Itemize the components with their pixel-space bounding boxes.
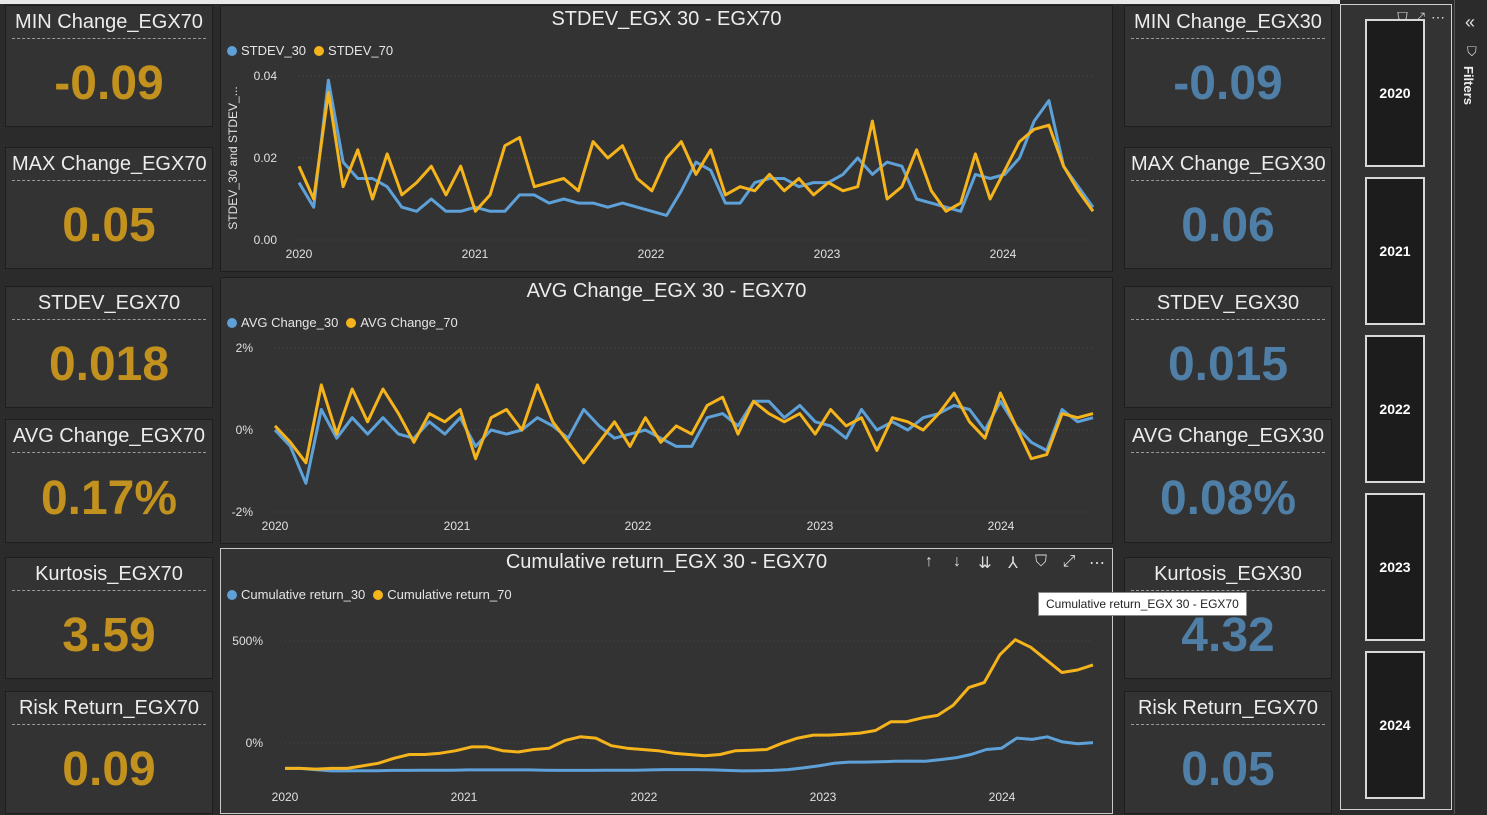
filters-pane[interactable]: « ⛉ Filters — [1454, 0, 1487, 814]
x-tick-label: 2021 — [444, 519, 471, 533]
kpi-card-max-change-egx30[interactable]: MAX Change_EGX30 0.06 — [1124, 147, 1332, 269]
x-tick-label: 2024 — [988, 519, 1015, 533]
kpi-label: Risk Return_EGX70 — [12, 694, 206, 725]
kpi-value: 0.08% — [1125, 454, 1331, 542]
series-line-stdev-70 — [299, 92, 1093, 211]
kpi-label: Kurtosis_EGX30 — [1131, 560, 1325, 591]
kpi-card-kurtosis-egx70[interactable]: Kurtosis_EGX70 3.59 — [5, 557, 213, 679]
cumulative-return-chart-plot: 0% 500% 2020 2021 2022 2023 2024 — [221, 549, 1114, 815]
slicer-item-2024[interactable]: 2024 — [1365, 651, 1425, 799]
kpi-value: 0.05 — [6, 182, 212, 268]
kpi-label: AVG Change_EGX70 — [12, 422, 206, 453]
series-line-avg-change-70 — [275, 385, 1093, 463]
y-tick-label: 0% — [236, 423, 254, 437]
x-tick-label: 2024 — [989, 790, 1016, 804]
kpi-card-risk-return-egx30[interactable]: Risk Return_EGX70 0.05 — [1124, 691, 1332, 814]
kpi-value: 0.09 — [6, 726, 212, 813]
x-tick-label: 2022 — [631, 790, 658, 804]
kpi-card-stdev-egx70[interactable]: STDEV_EGX70 0.018 — [5, 286, 213, 408]
avg-change-chart-plot: 2% 0% -2% 2020 2021 2022 2023 2024 — [221, 278, 1114, 545]
kpi-label: STDEV_EGX30 — [1131, 289, 1325, 320]
slicer-item-2021[interactable]: 2021 — [1365, 177, 1425, 325]
series-line-stdev-30 — [299, 80, 1093, 215]
slicer-item-2023[interactable]: 2023 — [1365, 493, 1425, 641]
filter-icon: ⛉ — [1467, 44, 1477, 60]
kpi-card-min-change-egx30[interactable]: MIN Change_EGX30 -0.09 — [1124, 5, 1332, 127]
kpi-card-avg-change-egx70[interactable]: AVG Change_EGX70 0.17% — [5, 419, 213, 543]
x-tick-label: 2023 — [814, 247, 841, 261]
kpi-card-stdev-egx30[interactable]: STDEV_EGX30 0.015 — [1124, 286, 1332, 408]
x-tick-label: 2020 — [286, 247, 313, 261]
y-tick-label: 0.04 — [254, 69, 278, 83]
kpi-value: 0.015 — [1125, 321, 1331, 407]
stdev-line-chart[interactable]: STDEV_EGX 30 - EGX70 STDEV_30 STDEV_70 0… — [220, 5, 1113, 272]
y-axis-label: STDEV_30 and STDEV_... — [226, 86, 240, 229]
x-tick-label: 2021 — [462, 247, 489, 261]
y-tick-label: 2% — [236, 341, 254, 355]
kpi-label: STDEV_EGX70 — [12, 289, 206, 320]
y-tick-label: 0% — [246, 736, 264, 750]
series-line-cumulative-return-70 — [285, 640, 1093, 769]
year-slicer[interactable]: ⛉ ⤢ ⋯ 2020 2021 2022 2023 2024 — [1340, 4, 1452, 810]
kpi-label: MIN Change_EGX70 — [12, 8, 206, 39]
kpi-label: MAX Change_EGX70 — [12, 150, 206, 181]
expand-chevron-icon[interactable]: « — [1465, 12, 1475, 33]
slicer-item-2022[interactable]: 2022 — [1365, 335, 1425, 483]
kpi-card-min-change-egx70[interactable]: MIN Change_EGX70 -0.09 — [5, 5, 213, 127]
y-tick-label: 0.02 — [254, 151, 278, 165]
kpi-card-kurtosis-egx30[interactable]: Kurtosis_EGX30 4.32 — [1124, 557, 1332, 679]
kpi-card-risk-return-egx70[interactable]: Risk Return_EGX70 0.09 — [5, 691, 213, 814]
kpi-card-avg-change-egx30[interactable]: AVG Change_EGX30 0.08% — [1124, 419, 1332, 543]
x-tick-label: 2023 — [810, 790, 837, 804]
filters-label: Filters — [1461, 66, 1476, 105]
kpi-label: MIN Change_EGX30 — [1131, 8, 1325, 39]
kpi-value: 0.05 — [1125, 726, 1331, 813]
kpi-value: 0.17% — [6, 454, 212, 542]
kpi-label: AVG Change_EGX30 — [1131, 422, 1325, 453]
kpi-value: -0.09 — [6, 40, 212, 126]
cumulative-return-line-chart[interactable]: Cumulative return_EGX 30 - EGX70 ↑ ↓ ⇊ ⅄… — [220, 548, 1113, 814]
chart-tooltip: Cumulative return_EGX 30 - EGX70 — [1038, 592, 1247, 616]
x-tick-label: 2020 — [262, 519, 289, 533]
stdev-chart-plot: 0.00 0.02 0.04 2020 2021 2022 2023 2024 STDEV_30… — [221, 6, 1114, 273]
avg-change-line-chart[interactable]: AVG Change_EGX 30 - EGX70 AVG Change_30 … — [220, 277, 1113, 544]
kpi-label: Risk Return_EGX70 — [1131, 694, 1325, 725]
x-tick-label: 2021 — [451, 790, 478, 804]
x-tick-label: 2020 — [272, 790, 299, 804]
x-tick-label: 2022 — [638, 247, 665, 261]
kpi-label: Kurtosis_EGX70 — [12, 560, 206, 591]
top-ribbon-strip — [0, 0, 1340, 4]
slicer-item-2020[interactable]: 2020 — [1365, 19, 1425, 167]
x-tick-label: 2023 — [807, 519, 834, 533]
kpi-value: -0.09 — [1125, 40, 1331, 126]
kpi-value: 0.06 — [1125, 182, 1331, 268]
y-tick-label: 0.00 — [254, 233, 278, 247]
x-tick-label: 2022 — [625, 519, 652, 533]
more-options-icon[interactable]: ⋯ — [1431, 9, 1445, 26]
report-canvas: MIN Change_EGX70 -0.09 MAX Change_EGX70 … — [0, 0, 1340, 814]
kpi-value: 3.59 — [6, 592, 212, 678]
kpi-value: 0.018 — [6, 321, 212, 407]
kpi-card-max-change-egx70[interactable]: MAX Change_EGX70 0.05 — [5, 147, 213, 269]
y-tick-label: 500% — [232, 634, 263, 648]
kpi-label: MAX Change_EGX30 — [1131, 150, 1325, 181]
y-tick-label: -2% — [232, 505, 254, 519]
x-tick-label: 2024 — [990, 247, 1017, 261]
